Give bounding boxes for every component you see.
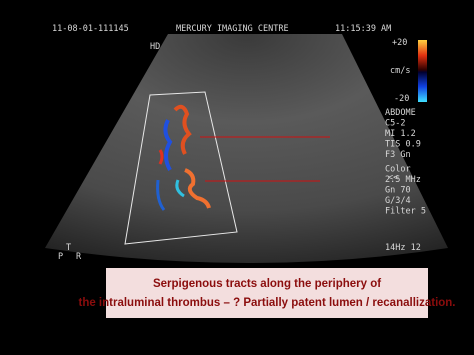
mode: HD: [150, 42, 160, 52]
caption-line: the intraluminal thrombus – ? Partially …: [78, 297, 455, 309]
setting: Color: [385, 165, 411, 175]
scale-top: +20: [392, 38, 407, 48]
orientation-r: R: [76, 252, 82, 262]
scale-unit: cm/s: [390, 66, 410, 76]
setting: ABDOME: [385, 108, 416, 118]
caption-line: Serpigenous tracts along the periphery o…: [153, 278, 381, 290]
center-name: MERCURY IMAGING CENTRE: [176, 24, 289, 34]
setting: F3 Gn: [385, 150, 411, 160]
color-box: [124, 91, 238, 245]
setting: C5-2: [385, 119, 405, 129]
frame-rate: 14Hz 12: [385, 243, 421, 253]
ultrasound-sector: [45, 34, 448, 263]
marker: <<: [388, 173, 398, 183]
color-scale: [418, 40, 427, 102]
time: 11:15:39 AM: [335, 24, 391, 34]
setting: Gn 70: [385, 186, 411, 196]
orientation-t: T: [66, 243, 71, 253]
setting: Filter 5: [385, 207, 426, 217]
setting: TIS 0.9: [385, 140, 421, 150]
setting: MI 1.2: [385, 129, 416, 139]
setting: 2.5 MHz: [385, 175, 421, 185]
doppler-flow: [156, 104, 211, 211]
scale-bottom: -20: [394, 94, 409, 104]
caption-box: [106, 268, 428, 318]
study-id: 11-08-01-111145: [52, 24, 129, 34]
setting: G/3/4: [385, 196, 411, 206]
orientation-p: P: [58, 252, 63, 262]
